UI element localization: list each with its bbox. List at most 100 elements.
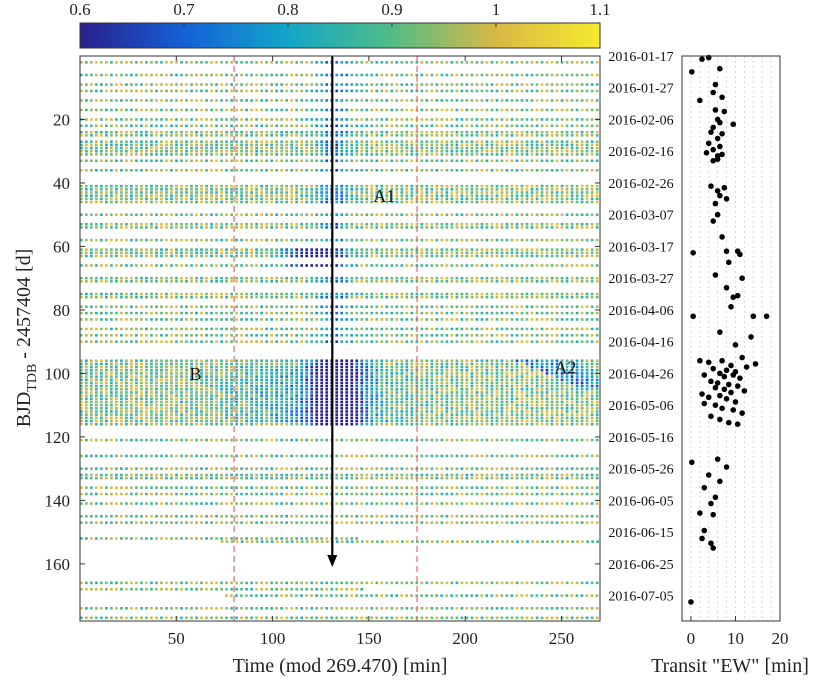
strip-cell bbox=[435, 362, 439, 366]
strip-cell bbox=[425, 108, 429, 112]
strip-cell bbox=[420, 327, 424, 331]
strip-cell bbox=[560, 124, 564, 128]
strip-cell bbox=[520, 134, 524, 137]
strip-cell bbox=[240, 213, 243, 216]
strip-cell bbox=[250, 146, 253, 150]
strip-cell bbox=[550, 264, 554, 267]
strip-cell bbox=[130, 134, 133, 137]
strip-cell bbox=[555, 194, 559, 197]
strip-cell bbox=[550, 149, 554, 153]
strip-cell bbox=[260, 159, 263, 163]
strip-cell bbox=[195, 295, 198, 299]
strip-cell bbox=[395, 334, 399, 337]
strip-cell bbox=[455, 140, 459, 143]
strip-cell bbox=[250, 327, 253, 331]
strip-cell bbox=[250, 124, 253, 128]
strip-cell bbox=[490, 311, 494, 315]
strip-cell bbox=[245, 334, 248, 337]
strip-cell bbox=[375, 191, 379, 194]
strip-cell bbox=[490, 99, 494, 102]
strip-cell bbox=[135, 372, 138, 375]
strip-cell bbox=[190, 368, 193, 372]
strip-cell bbox=[110, 276, 113, 280]
strip-cell bbox=[500, 83, 504, 86]
strip-cell bbox=[460, 334, 464, 337]
strip-cell bbox=[305, 362, 309, 366]
strip-cell bbox=[355, 153, 359, 156]
strip-cell bbox=[555, 124, 559, 128]
strip-cell bbox=[95, 334, 98, 337]
strip-cell bbox=[580, 305, 584, 309]
strip-cell bbox=[230, 124, 233, 128]
strip-cell bbox=[545, 368, 549, 372]
strip-cell bbox=[465, 99, 469, 102]
strip-cell bbox=[525, 311, 529, 315]
strip-cell bbox=[255, 200, 258, 204]
strip-cell bbox=[390, 295, 394, 299]
strip-cell bbox=[200, 375, 203, 378]
strip-cell bbox=[585, 130, 589, 134]
strip-cell bbox=[110, 254, 113, 258]
strip-cell bbox=[365, 118, 369, 121]
strip-cell bbox=[440, 140, 444, 143]
strip-cell bbox=[95, 222, 98, 226]
strip-cell bbox=[390, 108, 394, 112]
strip-cell bbox=[555, 200, 559, 204]
strip-cell bbox=[360, 295, 364, 299]
strip-cell bbox=[560, 292, 564, 296]
strip-cell bbox=[325, 311, 329, 315]
strip-cell bbox=[80, 226, 83, 229]
strip-cell bbox=[150, 130, 153, 134]
strip-cell bbox=[520, 140, 524, 143]
strip-cell bbox=[115, 213, 118, 216]
strip-cell bbox=[345, 340, 349, 343]
strip-cell bbox=[515, 305, 519, 309]
strip-cell bbox=[395, 83, 399, 86]
strip-cell bbox=[580, 188, 584, 191]
strip-cell bbox=[595, 334, 599, 337]
strip-cell bbox=[485, 89, 489, 93]
strip-cell bbox=[420, 375, 424, 378]
strip-cell bbox=[375, 238, 379, 242]
strip-cell bbox=[185, 184, 188, 188]
strip-cell bbox=[205, 124, 208, 128]
strip-cell bbox=[325, 200, 329, 204]
strip-cell bbox=[575, 226, 579, 229]
strip-cell bbox=[195, 61, 198, 64]
strip-cell bbox=[185, 140, 188, 143]
strip-cell bbox=[505, 200, 509, 204]
strip-cell bbox=[475, 61, 479, 64]
strip-cell bbox=[135, 143, 138, 147]
strip-cell bbox=[395, 295, 399, 299]
strip-cell bbox=[450, 108, 454, 112]
strip-cell bbox=[285, 184, 289, 188]
strip-cell bbox=[505, 118, 509, 121]
strip-cell bbox=[175, 248, 178, 251]
strip-cell bbox=[490, 184, 494, 188]
strip-cell bbox=[320, 372, 324, 375]
strip-cell bbox=[580, 99, 584, 102]
strip-cell bbox=[465, 61, 469, 64]
strip-cell bbox=[435, 153, 439, 156]
strip-cell bbox=[585, 213, 589, 216]
strip-cell bbox=[115, 89, 118, 93]
strip-cell bbox=[90, 372, 93, 375]
strip-cell bbox=[120, 248, 123, 251]
strip-cell bbox=[245, 143, 248, 147]
strip-cell bbox=[590, 318, 594, 321]
strip-cell bbox=[295, 276, 299, 280]
strip-cell bbox=[430, 318, 434, 321]
strip-cell bbox=[105, 264, 108, 267]
strip-cell bbox=[340, 149, 344, 153]
strip-cell bbox=[580, 238, 584, 242]
strip-cell bbox=[120, 159, 123, 163]
strip-cell bbox=[495, 368, 499, 372]
strip-cell bbox=[495, 340, 499, 343]
strip-cell bbox=[335, 89, 339, 93]
strip-cell bbox=[370, 362, 374, 366]
strip-cell bbox=[485, 295, 489, 299]
strip-cell bbox=[85, 108, 88, 112]
strip-cell bbox=[205, 118, 208, 121]
strip-cell bbox=[350, 248, 354, 251]
strip-cell bbox=[375, 362, 379, 366]
